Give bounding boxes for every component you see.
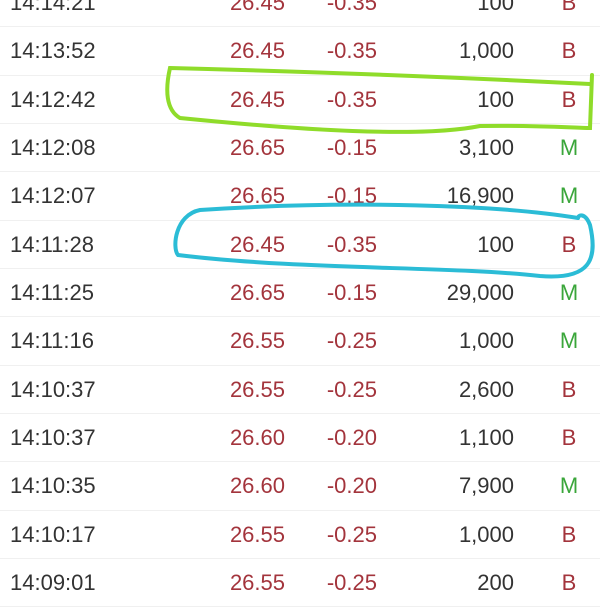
- trade-volume: 1,000: [458, 328, 514, 354]
- trade-time: 14:11:16: [10, 328, 95, 354]
- trade-row: 14:12:42 26.45 -0.35 100 B: [0, 76, 600, 124]
- trade-row: 14:11:28 26.45 -0.35 100 B: [0, 221, 600, 269]
- trade-price: 26.45: [229, 231, 285, 257]
- trade-time: 14:13:52: [10, 38, 96, 64]
- trade-flag: B: [561, 231, 577, 257]
- trade-price: 26.60: [229, 473, 285, 499]
- trade-change: -0.35: [326, 0, 377, 15]
- trade-change: -0.25: [326, 376, 377, 402]
- trade-row: 14:14:21 26.45 -0.35 100 B: [0, 0, 600, 28]
- trade-time: 14:11:28: [10, 231, 95, 257]
- trade-flag: M: [559, 328, 579, 354]
- trade-price: 26.55: [229, 328, 285, 354]
- trade-row: 14:09:01 26.55 -0.25 200 B: [0, 559, 600, 607]
- trade-time: 14:10:37: [10, 376, 96, 402]
- trade-volume: 1,000: [458, 38, 514, 64]
- trade-time: 14:12:07: [10, 183, 96, 209]
- trade-price: 26.60: [229, 424, 285, 450]
- trade-flag: M: [559, 134, 579, 160]
- trade-row: 14:12:07 26.65 -0.15 16,900 M: [0, 172, 600, 221]
- trade-volume: 200: [477, 569, 514, 595]
- trade-price: 26.55: [229, 521, 285, 547]
- trade-row: 14:10:37 26.55 -0.25 2,600 B: [0, 366, 600, 414]
- trade-row: 14:12:08 26.65 -0.15 3,100 M: [0, 124, 600, 173]
- trade-row: 14:13:52 26.45 -0.35 1,000 B: [0, 27, 600, 76]
- trade-flag: M: [559, 473, 579, 499]
- trade-volume: 100: [477, 86, 514, 112]
- trade-change: -0.25: [326, 521, 377, 547]
- trade-flag: B: [561, 376, 577, 402]
- trade-row: 14:10:37 26.60 -0.20 1,100 B: [0, 414, 600, 463]
- trade-time: 14:14:21: [10, 0, 96, 15]
- trade-volume: 16,900: [446, 183, 514, 209]
- trade-volume: 1,100: [458, 424, 514, 450]
- trade-change: -0.15: [326, 183, 377, 209]
- trade-price: 26.45: [229, 38, 285, 64]
- trade-volume: 100: [477, 231, 514, 257]
- trade-flag: M: [559, 279, 579, 305]
- trade-change: -0.25: [326, 569, 377, 595]
- trade-row: 14:10:35 26.60 -0.20 7,900 M: [0, 462, 600, 511]
- trade-row: 14:11:25 26.65 -0.15 29,000 M: [0, 269, 600, 318]
- trade-change: -0.35: [326, 38, 377, 64]
- trade-flag: B: [561, 0, 577, 15]
- trade-price: 26.65: [229, 183, 285, 209]
- trade-time: 14:10:37: [10, 424, 96, 450]
- trade-flag: B: [561, 521, 577, 547]
- trade-flag: B: [561, 38, 577, 64]
- trade-change: -0.20: [326, 424, 377, 450]
- trade-row: 14:10:17 26.55 -0.25 1,000 B: [0, 511, 600, 559]
- trade-volume: 3,100: [458, 134, 514, 160]
- trade-time: 14:12:08: [10, 134, 96, 160]
- trade-change: -0.35: [326, 86, 377, 112]
- trade-price: 26.65: [229, 279, 285, 305]
- trade-change: -0.15: [326, 279, 377, 305]
- trade-volume: 7,900: [458, 473, 514, 499]
- trade-price: 26.55: [229, 376, 285, 402]
- trade-change: -0.15: [326, 134, 377, 160]
- trade-flag: B: [561, 424, 577, 450]
- trade-price: 26.45: [229, 86, 285, 112]
- trade-price: 26.65: [229, 134, 285, 160]
- trade-flag: B: [561, 569, 577, 595]
- trade-price: 26.55: [229, 569, 285, 595]
- trade-volume: 1,000: [458, 521, 514, 547]
- trade-price: 26.45: [229, 0, 285, 15]
- trade-row: 14:11:16 26.55 -0.25 1,000 M: [0, 317, 600, 366]
- trade-change: -0.20: [326, 473, 377, 499]
- trade-time: 14:10:35: [10, 473, 96, 499]
- trade-volume: 29,000: [446, 279, 514, 305]
- trade-volume: 2,600: [458, 376, 514, 402]
- trade-time: 14:09:01: [10, 569, 96, 595]
- trade-time: 14:11:25: [10, 279, 95, 305]
- trade-volume: 100: [477, 0, 514, 15]
- trade-flag: B: [561, 86, 577, 112]
- trade-time: 14:10:17: [10, 521, 96, 547]
- trade-time: 14:12:42: [10, 86, 96, 112]
- trade-flag: M: [559, 183, 579, 209]
- trade-change: -0.25: [326, 328, 377, 354]
- trade-change: -0.35: [326, 231, 377, 257]
